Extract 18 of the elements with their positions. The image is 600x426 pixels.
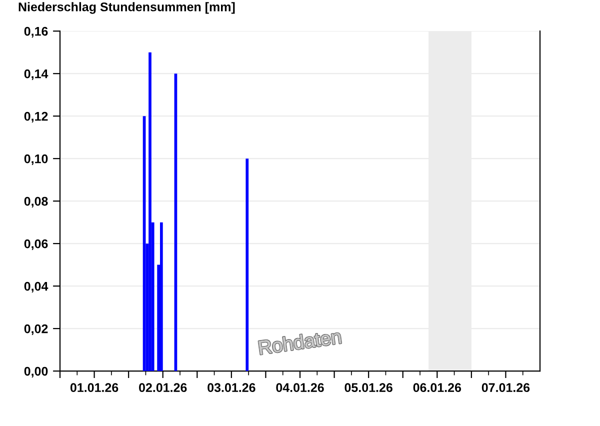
x-tick-label: 07.01.26 xyxy=(482,383,530,392)
x-tick-label: 03.01.26 xyxy=(208,383,256,392)
y-tick-label: 0,16 xyxy=(24,26,48,38)
x-tick-label: 05.01.26 xyxy=(344,383,392,392)
y-tick-label: 0,00 xyxy=(24,366,48,378)
x-tick-label: 01.01.26 xyxy=(70,383,118,392)
y-tick-label: 0,12 xyxy=(24,112,48,123)
y-tick-label: 0,10 xyxy=(24,154,48,166)
y-tick-label: 0,02 xyxy=(24,324,48,336)
annotation: Rohdaten xyxy=(258,329,342,355)
y-tick-label: 0,04 xyxy=(24,282,48,293)
chart-title: Niederschlag Stundensummen [mm] xyxy=(18,2,235,14)
y-tick-label: 0,06 xyxy=(24,239,48,250)
x-tick-label: 06.01.26 xyxy=(413,383,462,392)
x-tick-label: 04.01.26 xyxy=(276,383,324,392)
y-tick-label: 0,14 xyxy=(24,69,48,80)
y-tick-label: 0,08 xyxy=(24,196,48,208)
x-tick-label: 02.01.26 xyxy=(139,383,187,392)
